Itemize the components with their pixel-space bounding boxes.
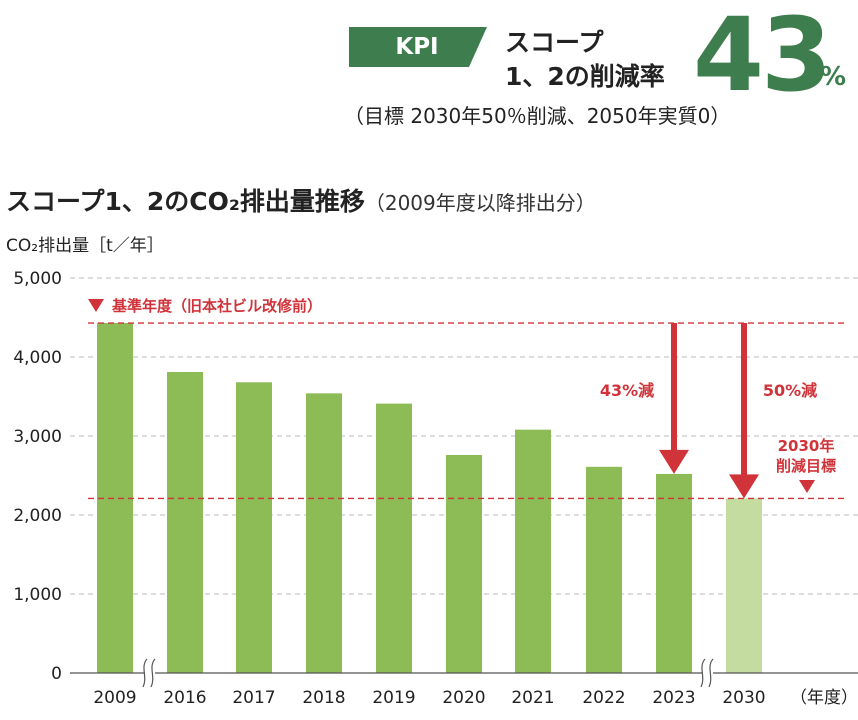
arrow-2030-shaft: [741, 323, 747, 477]
x-tick-label: 2019: [372, 688, 415, 708]
kpi-label-line2: 1、2の削減率: [505, 62, 665, 91]
arrow-2023-shaft: [671, 323, 677, 452]
target-label-line1: 2030年: [778, 437, 835, 455]
bar: [656, 473, 692, 673]
arrow-2023-head: [659, 449, 689, 474]
kpi-target: （目標 2030年50％削減、2050年実質0）: [344, 104, 731, 128]
axis-break-mark: [150, 658, 156, 688]
y-tick-label: 4,000: [13, 348, 62, 368]
axis-break-mark: [708, 658, 714, 688]
y-axis-unit: CO₂排出量［t／年］: [6, 236, 164, 256]
reduction-label-2023: 43%減: [600, 381, 654, 400]
x-tick-label: 2023: [652, 688, 695, 708]
x-tick-label: 2020: [442, 688, 485, 708]
chart-title: スコープ1、2のCO₂排出量推移（2009年度以降排出分）: [6, 182, 596, 218]
y-tick-label: 5,000: [13, 269, 62, 289]
kpi-tag-label: KPI: [395, 34, 439, 60]
axis-break-gap: [145, 657, 155, 689]
x-tick-label: 2030: [722, 688, 765, 708]
target-bar: [726, 498, 762, 673]
axis-break-gap: [703, 657, 713, 689]
bar: [376, 403, 412, 673]
bar: [586, 466, 622, 673]
x-tick-label: 2017: [232, 688, 275, 708]
baseline-marker: [88, 299, 104, 312]
x-tick-label: 2009: [93, 688, 136, 708]
y-tick-label: 3,000: [13, 427, 62, 447]
bar: [236, 382, 272, 673]
x-tick-label: 2022: [582, 688, 625, 708]
kpi-value: 43: [693, 0, 832, 115]
y-tick-label: 1,000: [13, 585, 62, 605]
kpi-label: スコープ 1、2の削減率: [505, 26, 665, 94]
x-tick-label: 2018: [302, 688, 345, 708]
x-tick-label: 2021: [511, 688, 554, 708]
bar: [446, 454, 482, 673]
chart-title-main: スコープ1、2のCO₂排出量推移: [6, 187, 365, 216]
kpi-tag-shape: [349, 27, 487, 67]
bar: [306, 393, 342, 673]
kpi-unit: %: [820, 62, 847, 92]
target-label-line2: 削減目標: [776, 457, 836, 475]
axis-break-mark: [700, 658, 706, 688]
chart-title-sub: （2009年度以降排出分）: [364, 191, 596, 215]
kpi-label-line1: スコープ: [505, 28, 604, 57]
axis-break-mark: [142, 658, 148, 688]
baseline-label: 基準年度（旧本社ビル改修前）: [111, 297, 322, 315]
target-marker: [799, 480, 815, 493]
bar: [167, 372, 203, 673]
reduction-label-2030: 50%減: [763, 381, 817, 400]
y-tick-label: 0: [51, 664, 62, 684]
y-tick-label: 2,000: [13, 506, 62, 526]
bar: [515, 429, 551, 673]
x-tick-label: 2016: [163, 688, 206, 708]
x-axis-unit: （年度）: [790, 688, 858, 708]
arrow-2030-head: [729, 474, 759, 499]
